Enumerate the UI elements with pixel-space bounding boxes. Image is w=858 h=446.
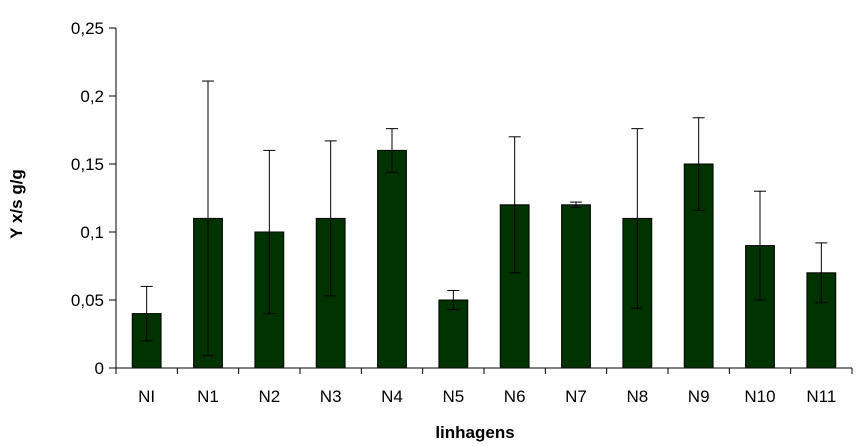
y-axis: 0 0,05 0,1 0,15 0,2 0,25 [71, 19, 117, 378]
x-tick-label: N7 [565, 387, 587, 406]
bar [377, 149, 407, 369]
y-tick-label: 0,1 [80, 223, 104, 242]
y-axis-title: Y x/s g/g [7, 169, 26, 239]
y-tick-label: 0 [95, 359, 104, 378]
x-tick-label: N1 [197, 387, 219, 406]
bar [438, 299, 469, 369]
x-tick-label: N9 [688, 387, 710, 406]
x-tick-label: N6 [504, 387, 526, 406]
bar [561, 204, 591, 369]
x-tick-label: N11 [806, 387, 836, 406]
x-tick-label: N4 [381, 387, 403, 406]
error-bars [140, 80, 828, 357]
x-axis: NI N1 N2 N3 N4 N5 N6 N7 N8 N9 N10 N11 [115, 367, 853, 406]
y-tick-label: 0,25 [71, 19, 104, 38]
bars [131, 149, 837, 369]
x-tick-label: NI [138, 387, 155, 406]
y-tick-label: 0,15 [71, 155, 104, 174]
x-tick-label: N2 [258, 387, 280, 406]
x-axis-title: linhagens [435, 423, 514, 442]
y-tick-label: 0,2 [80, 87, 104, 106]
x-tick-label: N5 [442, 387, 464, 406]
x-tick-label: N8 [626, 387, 648, 406]
y-tick-label: 0,05 [71, 291, 104, 310]
x-tick-label: N10 [744, 387, 775, 406]
x-tick-label: N3 [320, 387, 342, 406]
